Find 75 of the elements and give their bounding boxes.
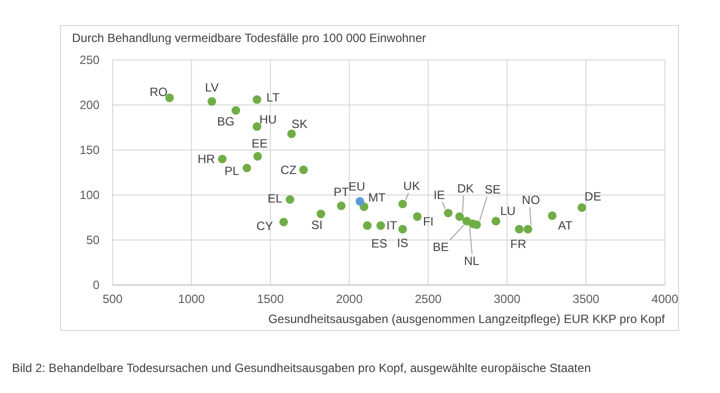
y-tick-label: 200 — [80, 98, 100, 112]
point — [287, 130, 296, 138]
annotation: PT — [334, 184, 350, 199]
annotation: SE — [484, 182, 501, 197]
point — [514, 224, 524, 234]
x-tick-label: 1000 — [178, 292, 206, 306]
x-tick-label: 3000 — [494, 292, 521, 306]
point — [242, 164, 252, 172]
annotation: FI — [422, 214, 434, 229]
point — [444, 208, 453, 218]
point — [208, 97, 216, 106]
x-tick-label: 4000 — [652, 292, 679, 306]
point — [253, 152, 262, 161]
point — [286, 195, 294, 204]
annotation: MT — [368, 190, 386, 205]
point — [578, 203, 586, 212]
annotation: IE — [434, 188, 445, 202]
annotation: NL — [464, 254, 480, 268]
annotation: LV — [204, 80, 219, 94]
annotation: LU — [500, 204, 516, 218]
annotation: EL — [268, 192, 283, 206]
point — [398, 224, 407, 234]
annotation: CZ — [280, 162, 297, 177]
point — [356, 197, 364, 206]
point — [413, 212, 422, 221]
point — [299, 166, 308, 174]
point — [232, 106, 240, 115]
annotation: FR — [510, 237, 527, 252]
point — [398, 200, 407, 208]
point — [524, 224, 532, 234]
annotation: EU — [348, 179, 366, 194]
x-tick-label: 500 — [102, 292, 123, 306]
point — [316, 210, 326, 218]
y-axis-title: Durch Behandlung vermeidbare Todesfälle pro 100 000 Einwohner — [72, 31, 426, 45]
point — [548, 211, 557, 220]
x-tick-label: 2500 — [414, 292, 442, 306]
annotation: DE — [584, 190, 602, 204]
annotation: AT — [558, 218, 574, 233]
y-tick-label: 150 — [80, 143, 100, 157]
annotation: LT — [266, 90, 280, 105]
annotation: BG — [217, 114, 235, 128]
annotation: UK — [403, 179, 420, 193]
annotation: DK — [457, 182, 474, 196]
annotation: SK — [292, 116, 308, 131]
text: Bild 2: Behandelbare Todesursachen und Gesundheitsausgaben pro Kopf, ausgewählte europäische Staaten — [12, 361, 591, 375]
annotation: IT — [386, 218, 398, 233]
x-tick-label: 1500 — [257, 292, 284, 306]
point — [336, 202, 346, 210]
point — [362, 221, 372, 230]
y-tick-label: 100 — [80, 188, 100, 202]
annotation: BE — [432, 240, 449, 254]
y-tick-label: 50 — [86, 233, 100, 247]
point — [455, 212, 464, 221]
annotation: ES — [371, 236, 388, 251]
annotation: IS — [396, 236, 408, 250]
annotation: HU — [259, 112, 277, 127]
annotation: NO — [522, 193, 540, 208]
x-axis-title: Gesundheitsausgaben (ausgenommen Langzeitpflege) EUR KKP pro Kopf — [268, 312, 666, 326]
annotation: CY — [256, 219, 273, 233]
point — [252, 95, 262, 104]
point — [376, 221, 385, 230]
y-tick-label: 0 — [92, 278, 100, 292]
annotation: EE — [252, 136, 268, 150]
point — [165, 94, 174, 102]
point — [218, 154, 227, 164]
annotation: RO — [150, 84, 168, 99]
annotation: HR — [198, 152, 216, 166]
point — [252, 122, 262, 131]
point — [492, 216, 500, 226]
x-tick-label: 2000 — [336, 292, 363, 306]
point — [279, 218, 288, 226]
annotation: SI — [311, 218, 323, 232]
x-tick-label: 3500 — [572, 292, 600, 306]
annotation: PL — [224, 164, 240, 178]
y-tick-label: 250 — [80, 53, 100, 67]
